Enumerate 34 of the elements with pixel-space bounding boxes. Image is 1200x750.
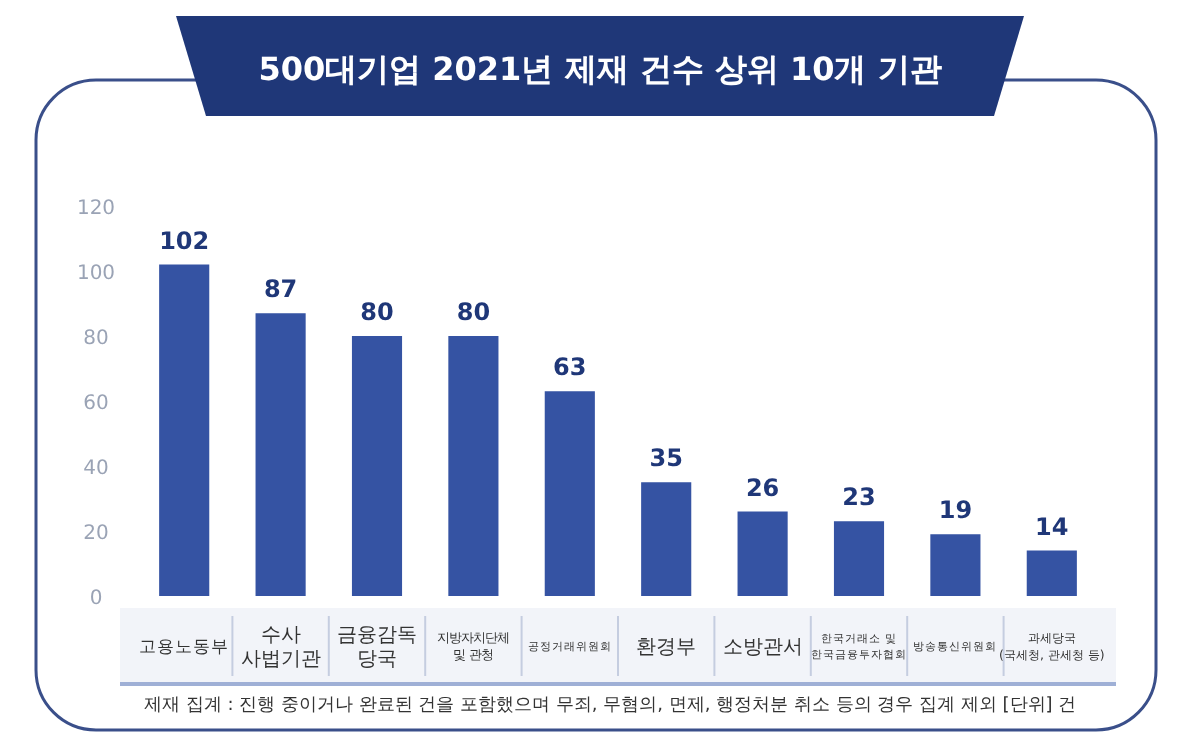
bar — [351, 336, 403, 596]
bar — [833, 521, 885, 596]
bar — [255, 313, 306, 596]
data-label: 80 — [456, 298, 491, 326]
x-tick-label: 수사 사법기관 — [240, 625, 321, 671]
text: 제재 집계 : 진행 중이거나 완료된 건을 포함했으며 무죄, 무혐의, 면제, 행정처분 취소 등의 경우 집계 제외 [단위] 건 — [144, 696, 1077, 716]
x-tick-label: 고용노동부 — [139, 637, 230, 658]
bar — [159, 264, 210, 596]
bar — [1026, 550, 1077, 596]
y-tick-label: 120 — [76, 198, 116, 220]
x-tick-label: 소방관서 — [722, 637, 803, 659]
data-label: 26 — [745, 473, 780, 502]
data-label: 63 — [553, 353, 587, 382]
bar — [448, 336, 499, 596]
data-label: 23 — [842, 483, 876, 512]
bar — [930, 534, 981, 596]
chart-title: 500대기업 2021년 제재 건수 상위 10개 기관 — [258, 50, 942, 88]
data-label: 87 — [263, 275, 298, 304]
data-label: 14 — [1035, 512, 1069, 541]
bar — [544, 391, 595, 596]
x-tick-label: 금융감독 당국 — [337, 625, 417, 671]
y-tick-label: 60 — [83, 393, 109, 415]
bar — [737, 511, 788, 596]
bar — [641, 482, 692, 596]
y-tick-label: 100 — [76, 263, 116, 285]
data-label: 102 — [159, 226, 210, 255]
y-tick-label: 40 — [83, 458, 109, 480]
y-tick-label: 20 — [83, 523, 109, 545]
x-tick-label: 환경부 — [636, 637, 697, 659]
data-label: 80 — [360, 298, 394, 326]
data-label: 35 — [649, 444, 683, 473]
y-tick-label: 0 — [89, 588, 103, 610]
data-label: 19 — [938, 496, 973, 525]
y-tick-label: 80 — [83, 328, 109, 350]
